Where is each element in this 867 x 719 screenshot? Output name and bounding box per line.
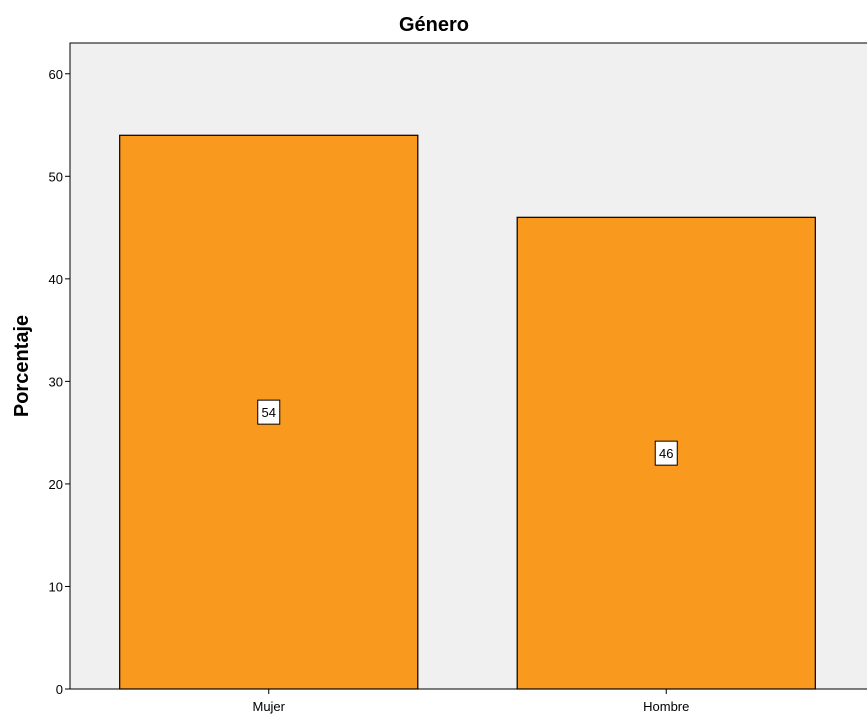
y-tick-label: 40 [49,272,63,287]
y-tick-label: 20 [49,477,63,492]
x-tick-label: Hombre [643,699,689,714]
data-label-box [654,440,678,466]
data-label: 46 [659,446,673,461]
x-axis-ticks: Mujer Hombre [252,689,689,714]
y-axis-ticks: 0 10 20 30 40 50 60 [49,67,70,697]
data-label-box [257,399,281,425]
y-tick-label: 60 [49,67,63,82]
x-tick-label: Mujer [252,699,285,714]
y-tick-label: 0 [56,682,63,697]
chart-title: Género [399,14,469,36]
y-axis-label: Porcentaje [11,315,33,417]
y-tick-label: 50 [49,169,63,184]
data-label: 54 [262,405,276,420]
y-tick-label: 10 [49,579,63,594]
y-tick-label: 30 [49,374,63,389]
data-labels: 54 46 [257,399,678,466]
